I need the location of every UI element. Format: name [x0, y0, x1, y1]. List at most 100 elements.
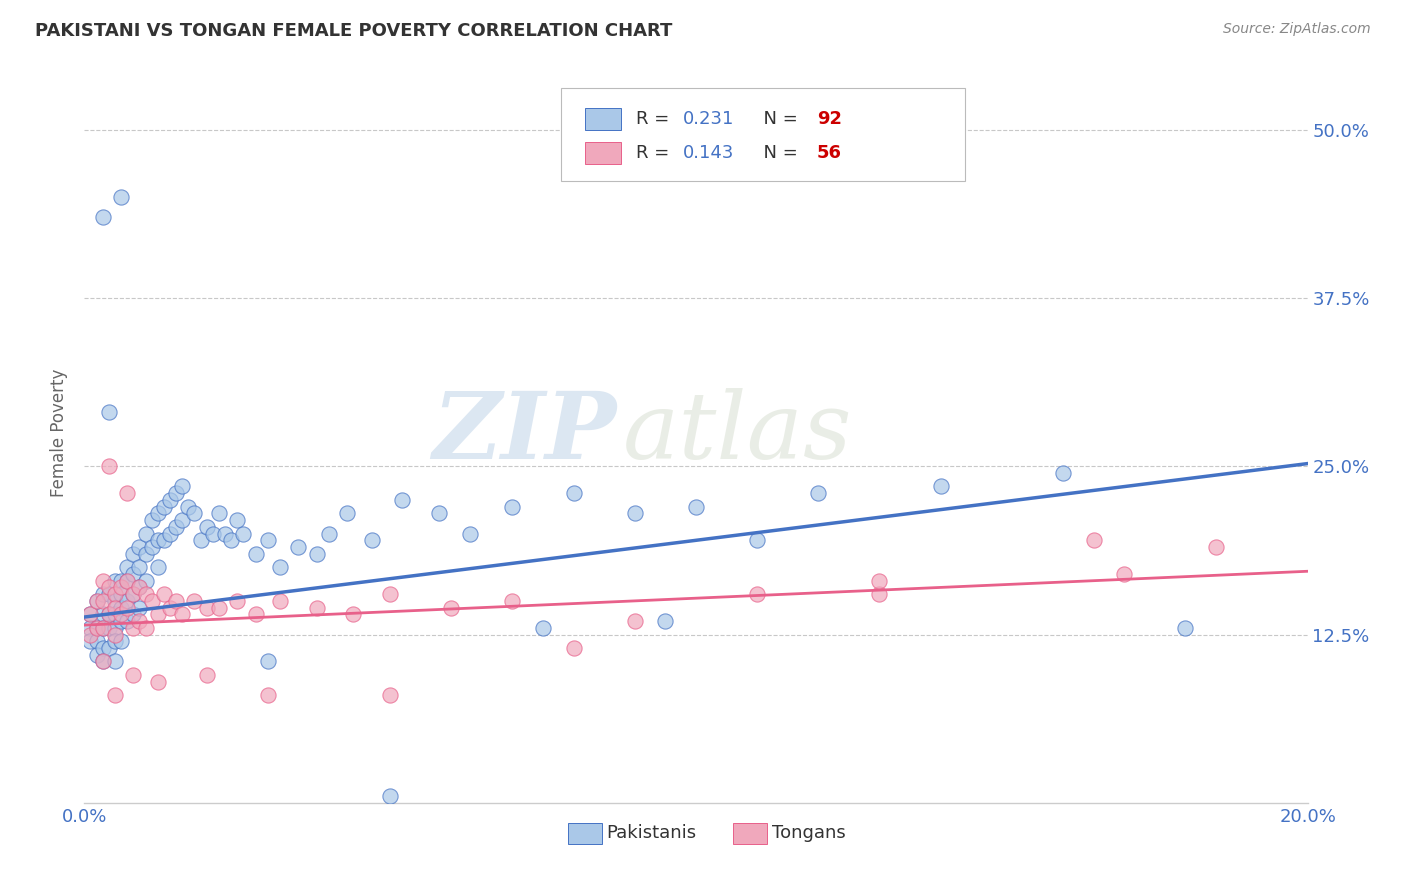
Point	[79, 627, 101, 641]
Point	[257, 533, 280, 548]
Point	[172, 607, 194, 622]
Point	[86, 594, 108, 608]
Point	[115, 614, 138, 628]
Point	[391, 492, 413, 507]
Point	[869, 587, 891, 601]
Point	[305, 547, 328, 561]
Point	[91, 607, 114, 622]
Point	[86, 621, 108, 635]
FancyBboxPatch shape	[561, 88, 965, 181]
Point	[110, 574, 132, 588]
Point	[287, 540, 309, 554]
Point	[183, 507, 205, 521]
Point	[380, 789, 402, 803]
Point	[685, 500, 707, 514]
Point	[214, 526, 236, 541]
Point	[97, 587, 120, 601]
Point	[110, 634, 132, 648]
Text: R =: R =	[636, 111, 675, 128]
Point	[128, 540, 150, 554]
Point	[97, 459, 120, 474]
Point	[146, 560, 169, 574]
Point	[172, 479, 194, 493]
Point	[86, 594, 108, 608]
Point	[79, 607, 101, 622]
Point	[1083, 533, 1105, 548]
Point	[257, 688, 280, 702]
Point	[135, 547, 157, 561]
Text: Pakistanis: Pakistanis	[606, 824, 697, 842]
Point	[97, 607, 120, 622]
Point	[97, 621, 120, 635]
Point	[747, 533, 769, 548]
Point	[104, 594, 127, 608]
Point	[153, 587, 176, 601]
Text: 0.231: 0.231	[682, 111, 734, 128]
Point	[110, 587, 132, 601]
Point	[115, 600, 138, 615]
Point	[135, 526, 157, 541]
Text: R =: R =	[636, 145, 675, 162]
Point	[208, 600, 231, 615]
Point	[79, 634, 101, 648]
Point	[190, 533, 212, 548]
Point	[128, 560, 150, 574]
Point	[141, 540, 163, 554]
Point	[1174, 621, 1197, 635]
Point	[159, 526, 181, 541]
Text: 92: 92	[817, 111, 842, 128]
Point	[104, 587, 127, 601]
Point	[177, 500, 200, 514]
Point	[562, 486, 585, 500]
Point	[135, 587, 157, 601]
Point	[128, 614, 150, 628]
Point	[146, 607, 169, 622]
Text: N =: N =	[752, 111, 804, 128]
Point	[245, 547, 267, 561]
Point	[79, 621, 101, 635]
Point	[165, 520, 187, 534]
Point	[110, 581, 132, 595]
Point	[104, 621, 127, 635]
Point	[226, 594, 249, 608]
Point	[91, 655, 114, 669]
Point	[807, 486, 830, 500]
Point	[201, 526, 224, 541]
Point	[104, 607, 127, 622]
Bar	[585, 142, 621, 164]
Point	[122, 607, 145, 622]
Point	[91, 655, 114, 669]
Point	[153, 500, 176, 514]
Point	[86, 634, 108, 648]
Point	[380, 587, 402, 601]
Point	[79, 607, 101, 622]
Text: Tongans: Tongans	[772, 824, 845, 842]
Point	[183, 594, 205, 608]
Point	[110, 600, 132, 615]
Point	[654, 614, 676, 628]
Point	[104, 634, 127, 648]
Text: 0.143: 0.143	[682, 145, 734, 162]
Point	[219, 533, 242, 548]
Point	[146, 533, 169, 548]
Point	[97, 581, 120, 595]
Point	[318, 526, 340, 541]
Point	[531, 621, 554, 635]
Point	[91, 574, 114, 588]
Point	[110, 614, 132, 628]
Point	[86, 648, 108, 662]
Point	[128, 581, 150, 595]
Point	[128, 600, 150, 615]
Point	[110, 607, 132, 622]
Point	[104, 688, 127, 702]
Point	[172, 513, 194, 527]
Point	[115, 560, 138, 574]
Point	[115, 486, 138, 500]
Point	[165, 594, 187, 608]
Point	[91, 621, 114, 635]
Point	[141, 513, 163, 527]
Point	[869, 574, 891, 588]
Point	[104, 655, 127, 669]
Point	[195, 600, 218, 615]
Point	[380, 688, 402, 702]
